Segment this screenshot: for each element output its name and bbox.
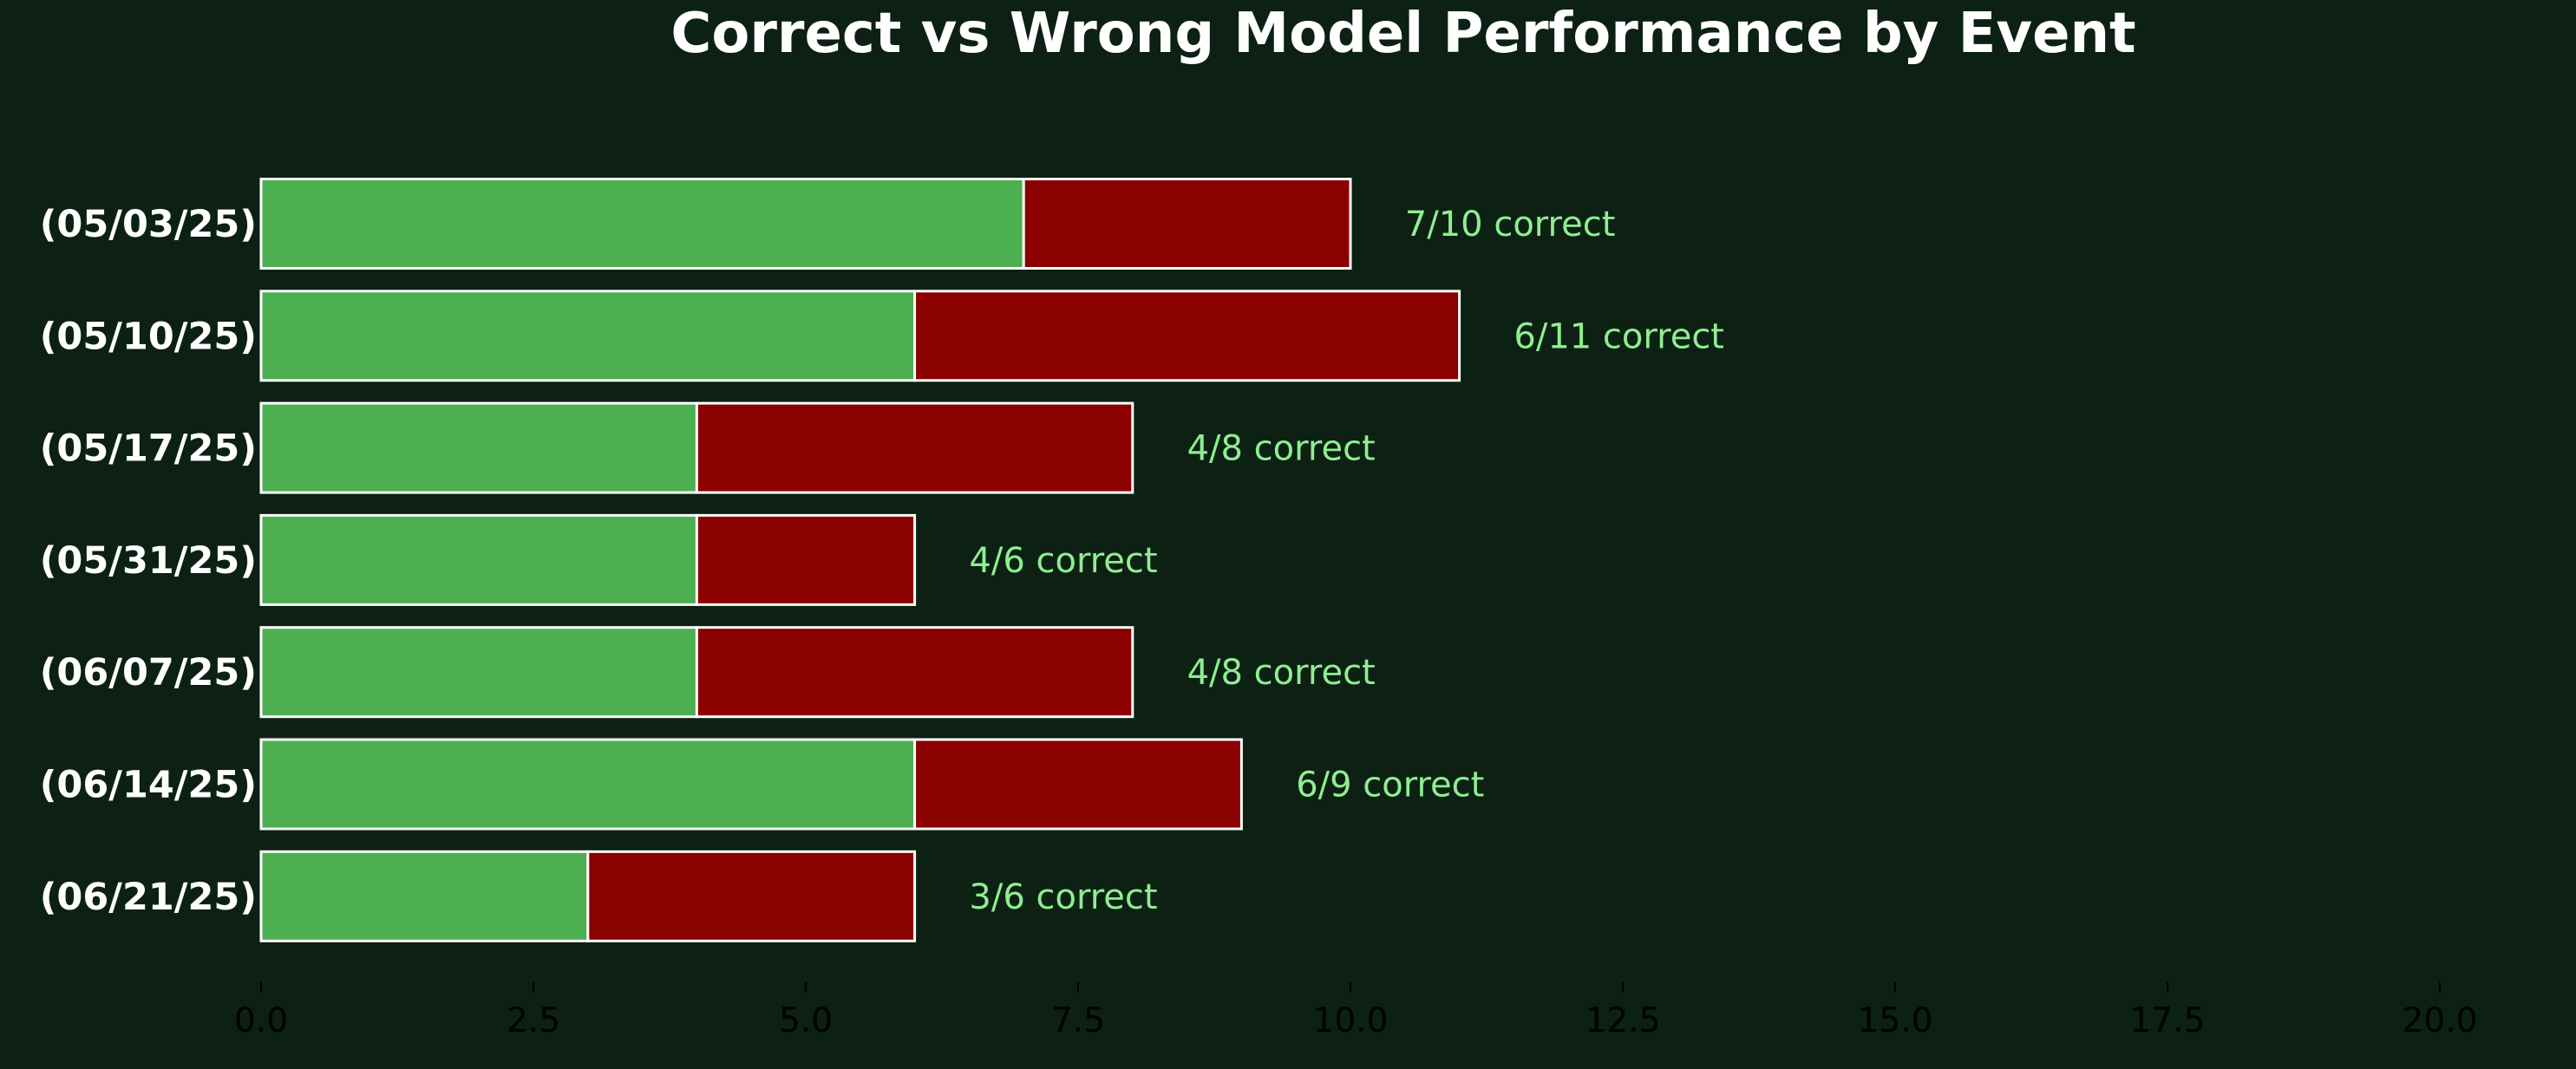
- x-axis: 0.0 2.5 5.0 7.5 10.0 12.5 15.0 17.5 20.0: [234, 982, 2477, 1040]
- bar-segment-correct-6: [259, 850, 590, 942]
- bar-segment-correct-1: [259, 290, 917, 382]
- x-tick-label-0: 0.0: [234, 1001, 288, 1040]
- category-label-3: (05/31/25): [40, 539, 257, 583]
- bar-segment-correct-2: [259, 401, 698, 494]
- x-tick-label-8: 20.0: [2403, 1001, 2478, 1040]
- bar-segment-wrong-2: [695, 401, 1134, 494]
- annotation-label-1: 6/11 correct: [1514, 316, 1724, 356]
- bar-segment-correct-3: [259, 513, 698, 606]
- annotation-label-6: 3/6 correct: [969, 877, 1157, 917]
- bar-segment-wrong-4: [695, 626, 1134, 719]
- annotation-labels: 7/10 correct 6/11 correct 4/8 correct 4/6 c…: [969, 205, 1724, 917]
- category-label-1: (05/10/25): [40, 315, 257, 358]
- category-label-2: (05/17/25): [40, 427, 257, 471]
- x-tick-label-3: 7.5: [1051, 1001, 1105, 1040]
- category-label-5: (06/14/25): [40, 764, 257, 807]
- chart-title: Correct vs Wrong Model Performance by Ev…: [670, 2, 2135, 66]
- category-label-4: (06/07/25): [40, 651, 257, 694]
- bars-group: [259, 178, 1461, 942]
- bar-segment-wrong-6: [586, 850, 917, 942]
- annotation-label-0: 7/10 correct: [1405, 205, 1616, 244]
- bar-segment-wrong-1: [913, 290, 1461, 382]
- bar-segment-wrong-5: [913, 738, 1243, 831]
- x-tick-label-4: 10.0: [1313, 1001, 1389, 1040]
- x-tick-label-1: 2.5: [507, 1001, 560, 1040]
- x-tick-label-6: 15.0: [1858, 1001, 1933, 1040]
- annotation-label-5: 6/9 correct: [1296, 766, 1484, 805]
- x-tick-label-2: 5.0: [779, 1001, 833, 1040]
- category-label-0: (05/03/25): [40, 203, 257, 246]
- bar-segment-wrong-0: [1022, 178, 1352, 270]
- x-tick-label-5: 12.5: [1585, 1001, 1661, 1040]
- annotation-label-4: 4/8 correct: [1187, 653, 1376, 693]
- bar-segment-correct-4: [259, 626, 698, 719]
- annotation-label-2: 4/8 correct: [1187, 429, 1376, 469]
- bar-segment-wrong-3: [695, 513, 917, 606]
- x-tick-label-7: 17.5: [2130, 1001, 2206, 1040]
- bar-segment-correct-5: [259, 738, 917, 831]
- category-label-6: (06/21/25): [40, 876, 257, 919]
- category-labels: (05/03/25) (05/10/25) (05/17/25) (05/31/25)…: [40, 203, 257, 919]
- annotation-label-3: 4/6 correct: [969, 541, 1157, 581]
- bar-segment-correct-0: [259, 178, 1025, 270]
